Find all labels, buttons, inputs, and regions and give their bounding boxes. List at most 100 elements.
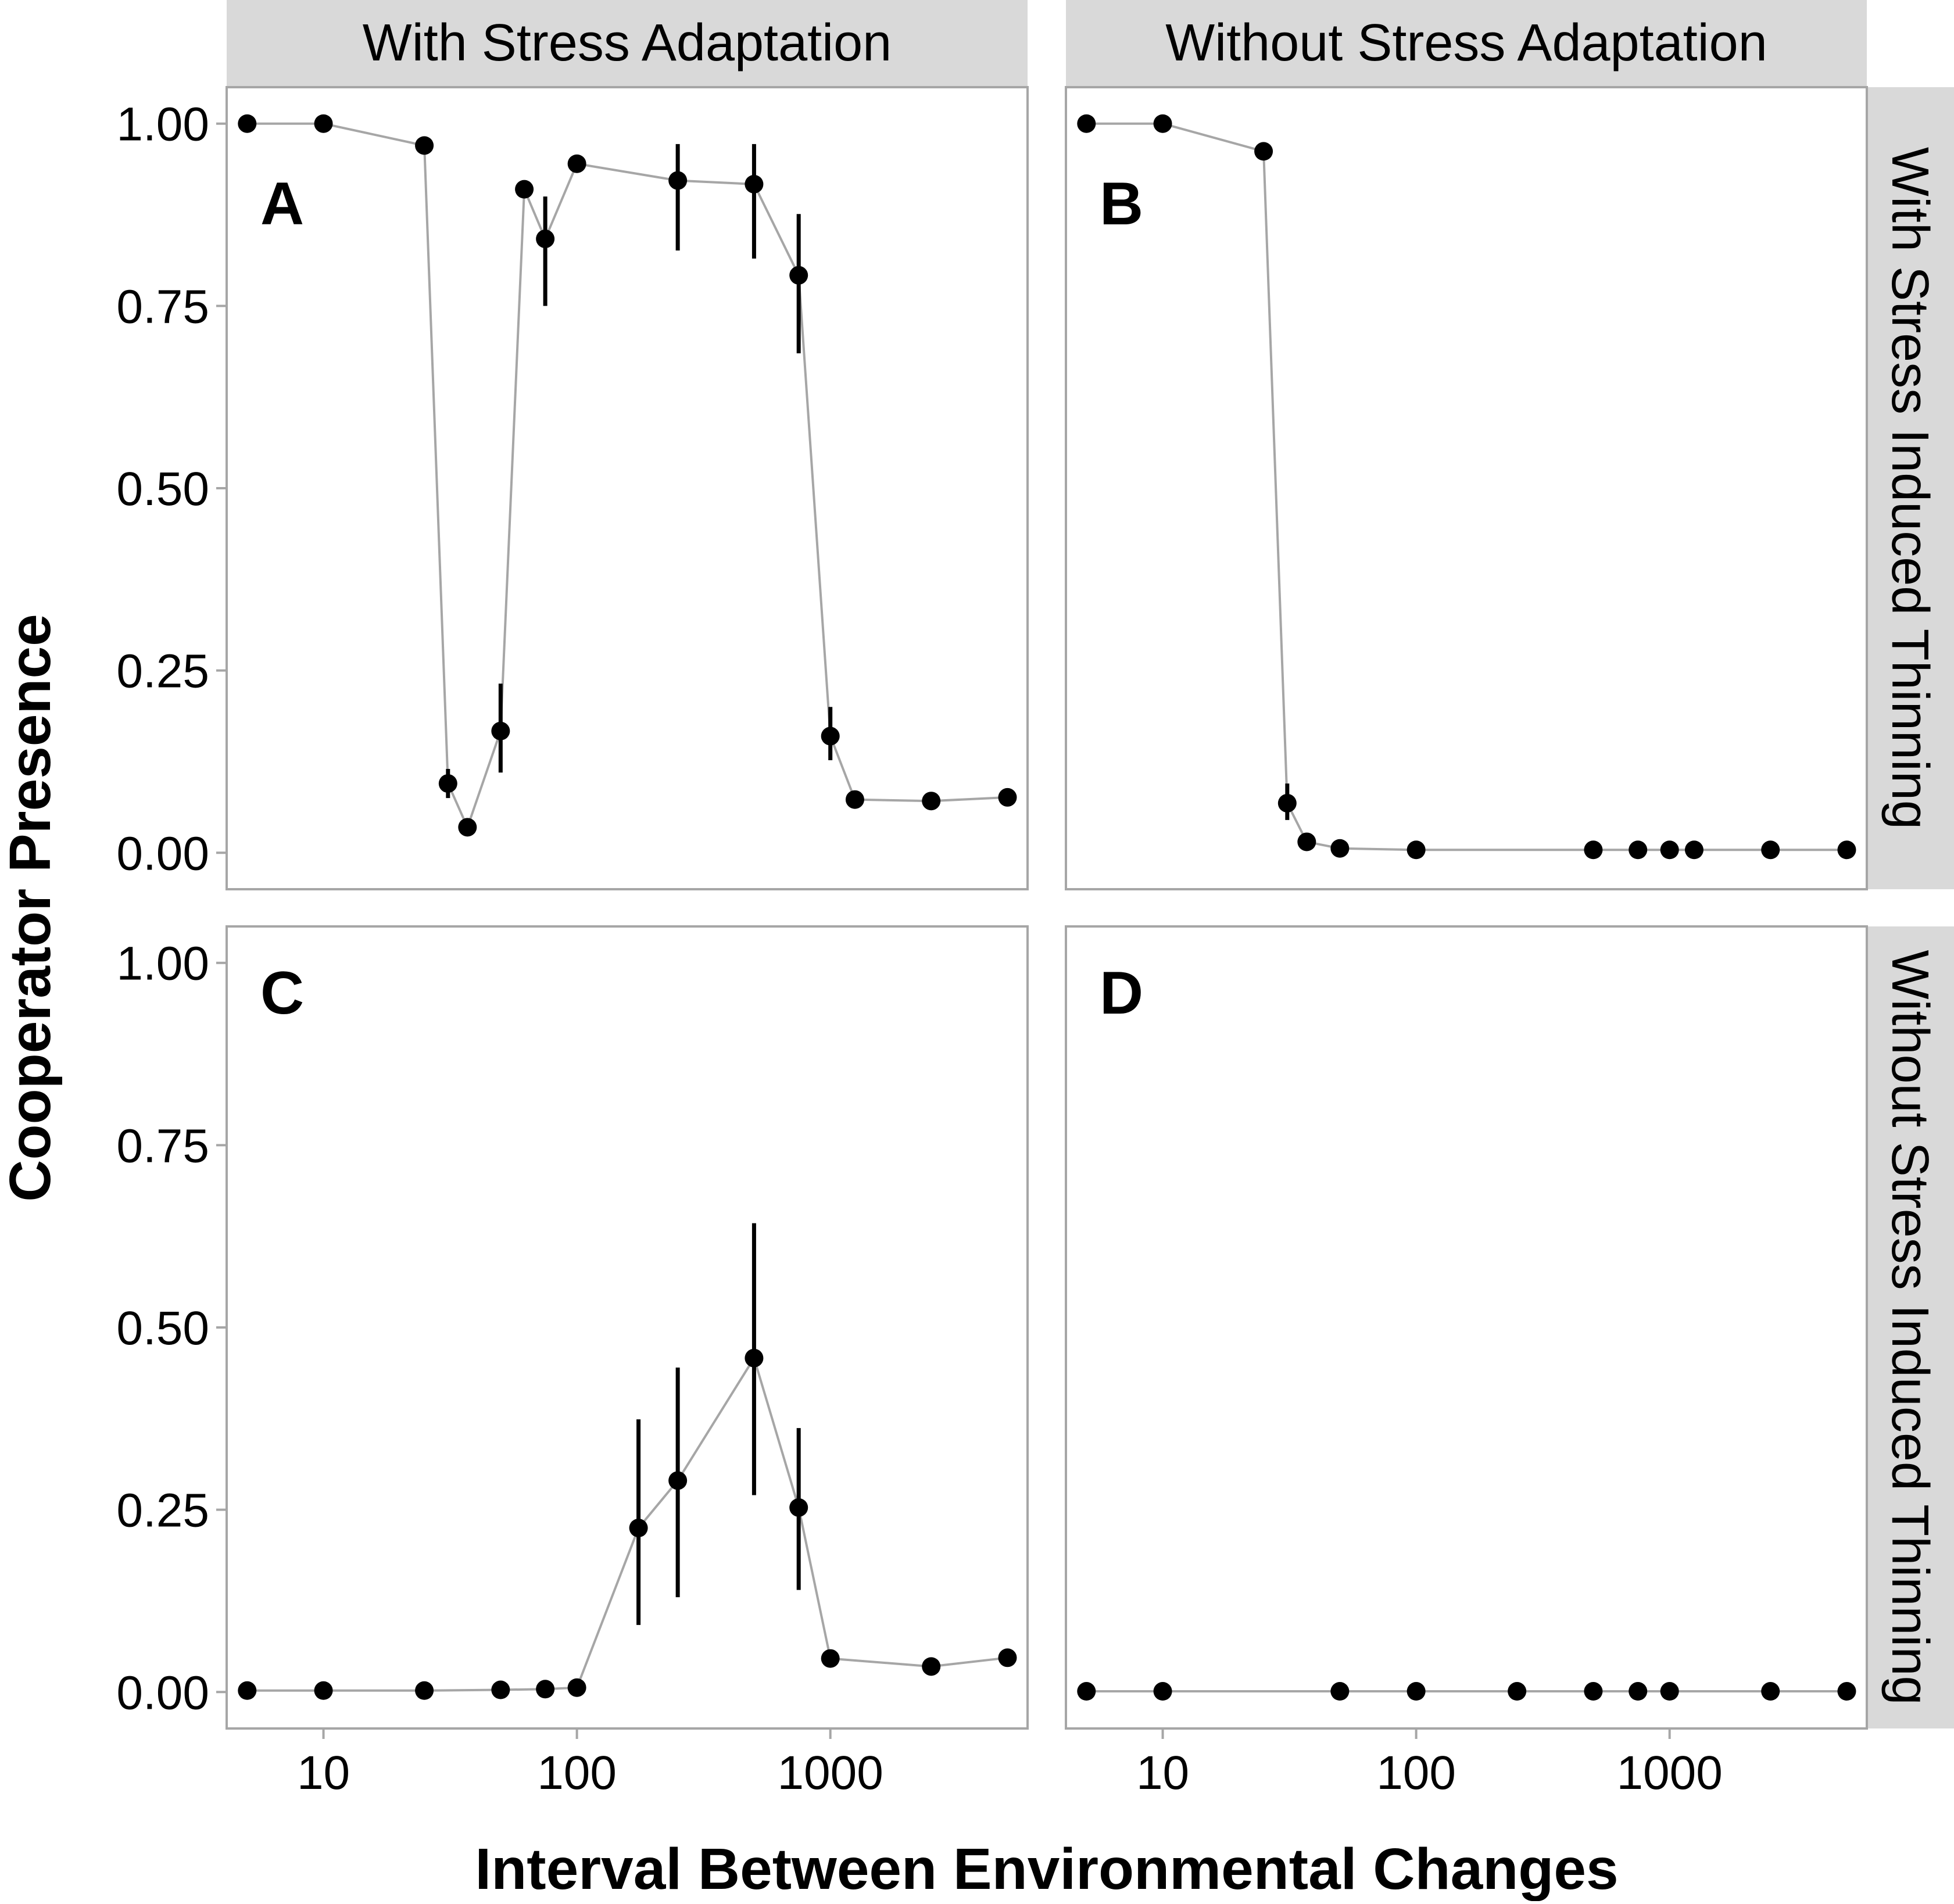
data-point: [789, 266, 808, 285]
data-point: [1837, 1682, 1856, 1701]
panel-A-tag: A: [260, 170, 304, 238]
y-tick-label: 0.50: [116, 463, 209, 516]
data-point: [314, 1681, 333, 1700]
series-line: [247, 1355, 1008, 1692]
data-point: [821, 1649, 840, 1668]
y-tick-label: 0.00: [116, 827, 209, 880]
column-strip-right-bg: [1066, 0, 1867, 86]
panel-B-tag: B: [1100, 170, 1143, 238]
data-point: [1077, 1682, 1096, 1701]
data-point: [998, 1648, 1017, 1667]
x-tick-label: 100: [1376, 1746, 1456, 1799]
data-point: [515, 180, 534, 199]
data-point: [922, 1657, 941, 1676]
data-point: [845, 790, 864, 809]
x-axis-title: Interval Between Environmental Changes: [475, 1837, 1618, 1901]
data-point: [668, 1471, 688, 1490]
data-point: [1153, 1682, 1172, 1701]
series-line: [1086, 122, 1847, 851]
panel-D-frame: [1065, 925, 1868, 1730]
column-strip-left-label: With Stress Adaptation: [363, 14, 892, 72]
row-strip-bottom: Without Stress Induced Thinning: [1867, 926, 1954, 1728]
data-point: [458, 818, 477, 837]
data-point: [1837, 840, 1856, 860]
row-strip-top-bg: [1867, 87, 1954, 889]
data-point: [536, 229, 555, 248]
panel-B-frame: [1065, 86, 1868, 890]
panel-B-series: [1077, 114, 1856, 860]
panel-D-tag: D: [1100, 960, 1143, 1027]
data-point: [745, 1348, 764, 1368]
panel-C-frame: [226, 925, 1029, 1730]
y-tick-label: 0.75: [116, 1119, 209, 1172]
data-point: [1297, 832, 1316, 851]
data-point: [789, 1498, 808, 1517]
y-tick-label: 0.75: [116, 280, 209, 333]
row-strip-bottom-label: Without Stress Induced Thinning: [1881, 950, 1939, 1705]
data-point: [1629, 1682, 1648, 1701]
row-strip-top: With Stress Induced Thinning: [1867, 87, 1954, 889]
row-strip-top-label: With Stress Induced Thinning: [1881, 147, 1939, 829]
column-strip-left-bg: [227, 0, 1028, 86]
data-point: [1407, 840, 1426, 860]
data-point: [1761, 840, 1780, 860]
y-tick-label: 1.00: [116, 98, 209, 151]
data-point: [1508, 1682, 1527, 1701]
data-point: [629, 1519, 648, 1537]
x-tick-label: 1000: [777, 1746, 883, 1799]
data-point: [1153, 114, 1172, 133]
column-strip-right-label: Without Stress Adaptation: [1165, 14, 1767, 72]
data-point: [238, 1681, 257, 1700]
data-point: [438, 774, 457, 793]
column-strip-left: With Stress Adaptation: [227, 0, 1028, 86]
y-tick-label: 0.50: [116, 1302, 209, 1355]
data-point: [1330, 839, 1350, 858]
data-point: [491, 1680, 510, 1699]
data-point: [1660, 1682, 1679, 1701]
y-tick-label: 0.25: [116, 645, 209, 698]
data-point: [314, 114, 333, 133]
panel-C-tag: C: [260, 960, 304, 1027]
x-tick-label: 10: [1136, 1746, 1189, 1799]
series-line: [247, 122, 1008, 831]
data-point: [745, 174, 764, 194]
data-point: [415, 136, 434, 155]
panel-C-series: [238, 1223, 1017, 1700]
x-tick-label: 1000: [1616, 1746, 1722, 1799]
data-point: [1330, 1682, 1350, 1701]
data-point: [922, 792, 941, 811]
axis-ticks: 0.00 0.25 0.50 0.75 1.00 0.00 0.25 0.50 0.75 1.00…: [116, 98, 1722, 1799]
column-strip-right: Without Stress Adaptation: [1066, 0, 1867, 86]
data-point: [491, 721, 510, 740]
row-strip-bottom-bg: [1867, 926, 1954, 1728]
data-point: [1660, 840, 1679, 860]
panel-A-frame: [226, 86, 1029, 890]
y-tick-label: 0.25: [116, 1484, 209, 1537]
data-point: [998, 788, 1017, 807]
data-point: [1407, 1682, 1426, 1701]
data-point: [567, 1678, 586, 1697]
panel-A-series: [238, 114, 1017, 837]
data-point: [1584, 840, 1603, 860]
data-point: [567, 154, 586, 173]
data-point: [415, 1681, 434, 1700]
data-point: [1684, 840, 1704, 860]
data-point: [536, 1680, 555, 1699]
data-point: [1254, 142, 1273, 161]
data-point: [1277, 793, 1297, 813]
data-point: [1629, 840, 1648, 860]
x-tick-label: 100: [537, 1746, 617, 1799]
data-point: [1584, 1682, 1603, 1701]
x-tick-label: 10: [297, 1746, 350, 1799]
data-point: [821, 726, 840, 746]
data-point: [238, 114, 257, 133]
data-point: [1761, 1682, 1780, 1701]
y-axis-title: Cooperator Presence: [0, 614, 63, 1201]
data-point: [668, 171, 688, 190]
y-tick-label: 1.00: [116, 937, 209, 990]
panel-D-series: [1077, 1682, 1856, 1701]
y-tick-label: 0.00: [116, 1666, 209, 1719]
data-point: [1077, 114, 1096, 133]
data-marks: [238, 114, 1856, 1701]
